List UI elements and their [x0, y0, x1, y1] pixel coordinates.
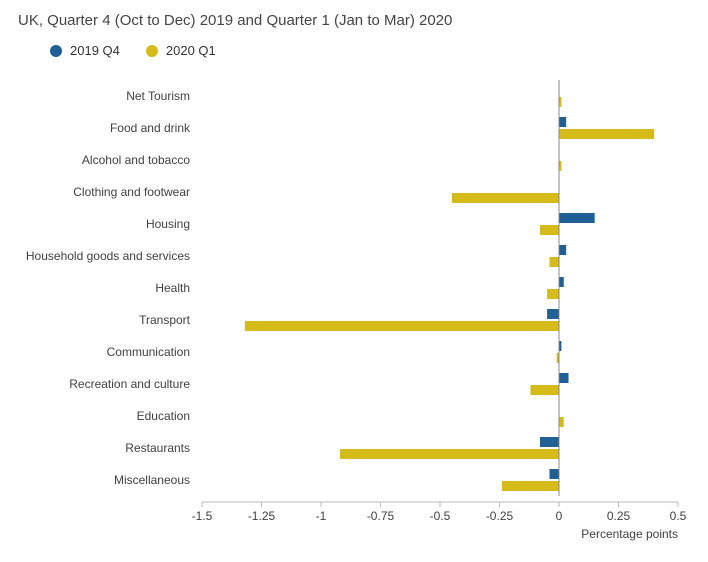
- x-tick-label: -0.75: [367, 509, 395, 523]
- x-tick-label: 0.5: [670, 509, 687, 523]
- x-tick-label: 0.25: [607, 509, 631, 523]
- bar: [540, 437, 559, 447]
- x-tick-label: -0.5: [430, 509, 451, 523]
- category-label: Health: [155, 281, 190, 295]
- chart: Net Tourism Food and drink Alcohol and tob…: [18, 80, 690, 544]
- chart-title: UK, Quarter 4 (Oct to Dec) 2019 and Quar…: [18, 12, 690, 29]
- x-tick-label: -1: [316, 509, 327, 523]
- bar: [549, 257, 559, 267]
- category-label: Restaurants: [125, 441, 190, 455]
- bar: [549, 469, 559, 479]
- x-tick-label: 0: [556, 509, 563, 523]
- category-label: Clothing and footwear: [73, 185, 190, 199]
- category-label: Communication: [107, 345, 190, 359]
- bar: [559, 277, 564, 287]
- bar: [559, 213, 595, 223]
- category-label: Education: [137, 409, 190, 423]
- category-label: Food and drink: [110, 121, 191, 135]
- legend-item: 2019 Q4: [50, 43, 120, 58]
- x-axis-title: Percentage points: [581, 527, 678, 541]
- category-label: Miscellaneous: [114, 473, 190, 487]
- category-label: Transport: [139, 313, 191, 327]
- bar: [559, 117, 566, 127]
- legend-label: 2020 Q1: [166, 43, 216, 58]
- chart-svg: Net Tourism Food and drink Alcohol and tob…: [18, 80, 690, 544]
- bar: [540, 225, 559, 235]
- bar: [340, 449, 559, 459]
- category-label: Recreation and culture: [69, 377, 190, 391]
- bar: [245, 321, 559, 331]
- category-label: Household goods and services: [26, 249, 190, 263]
- x-tick-label: -0.25: [486, 509, 514, 523]
- legend-swatch: [146, 45, 158, 57]
- legend-label: 2019 Q4: [70, 43, 120, 58]
- bar: [559, 245, 566, 255]
- legend: 2019 Q4 2020 Q1: [50, 43, 690, 58]
- bar: [452, 193, 559, 203]
- category-label: Net Tourism: [126, 89, 190, 103]
- bar: [547, 309, 559, 319]
- bar: [502, 481, 559, 491]
- bar: [559, 417, 564, 427]
- bar: [547, 289, 559, 299]
- bar: [530, 385, 559, 395]
- x-tick-label: -1.25: [248, 509, 276, 523]
- bar: [559, 373, 569, 383]
- x-tick-label: -1.5: [192, 509, 213, 523]
- legend-swatch: [50, 45, 62, 57]
- category-label: Alcohol and tobacco: [82, 153, 190, 167]
- legend-item: 2020 Q1: [146, 43, 216, 58]
- bar: [559, 129, 654, 139]
- category-label: Housing: [146, 217, 190, 231]
